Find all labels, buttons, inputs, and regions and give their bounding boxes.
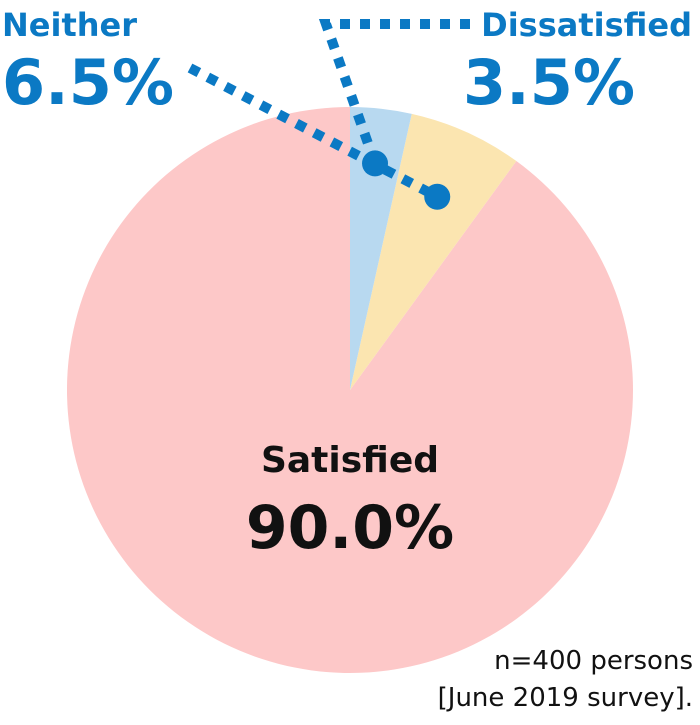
neither-label: Neither bbox=[2, 6, 137, 44]
survey-date-note: [June 2019 survey]. bbox=[438, 683, 693, 713]
satisfied-value: 90.0% bbox=[246, 493, 454, 563]
sample-size-note: n=400 persons bbox=[494, 646, 693, 676]
pie-slice-neither bbox=[350, 113, 517, 390]
dissatisfied-leader-dot bbox=[362, 150, 389, 177]
leader-lines-layer bbox=[187, 19, 470, 210]
neither-leader-line bbox=[187, 63, 440, 202]
neither-value: 6.5% bbox=[2, 46, 174, 119]
pie-slice-dissatisfied bbox=[350, 107, 412, 390]
slices-layer bbox=[66, 107, 633, 673]
dissatisfied-label: Dissatisfied bbox=[481, 6, 692, 44]
pie-slice-satisfied bbox=[66, 107, 633, 673]
neither-leader-dot bbox=[424, 183, 451, 210]
satisfied-label: Satisfied bbox=[261, 440, 439, 481]
dissatisfied-value: 3.5% bbox=[463, 46, 635, 119]
dissatisfied-leader-line bbox=[318, 19, 470, 166]
